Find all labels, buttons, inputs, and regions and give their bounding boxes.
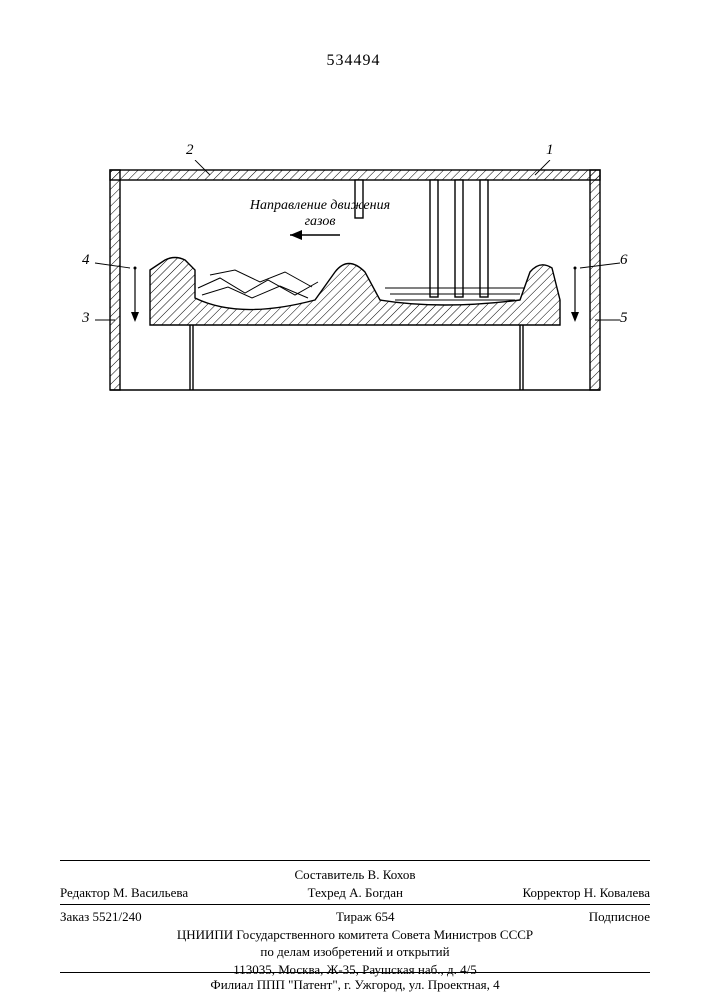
footer-rule-2 [60, 904, 650, 905]
footer-sub: Подписное [589, 908, 650, 926]
footer-order-row: Заказ 5521/240 Тираж 654 Подписное [60, 908, 650, 926]
patent-number: 534494 [0, 52, 707, 70]
callout-6: 6 [620, 252, 628, 269]
footer-compiler: Составитель В. Кохов [294, 866, 415, 884]
footer-editor: Редактор М. Васильева [60, 884, 188, 902]
footer-tirazh: Тираж 654 [336, 908, 395, 926]
footer-rule-1 [60, 860, 650, 861]
footer-order: Заказ 5521/240 [60, 908, 142, 926]
callout-5: 5 [620, 310, 628, 327]
footer-org: ЦНИИПИ Государственного комитета Совета … [60, 926, 650, 944]
caption-line2: газов [305, 214, 336, 229]
footer-credits-row: Редактор М. Васильева Техред А. Богдан К… [60, 884, 650, 902]
footer-org2: по делам изобретений и открытий [60, 943, 650, 961]
footer-compiler-row: Составитель В. Кохов [60, 866, 650, 884]
footer-order-block: Заказ 5521/240 Тираж 654 Подписное ЦНИИП… [60, 908, 650, 978]
footer-rule-3 [60, 972, 650, 973]
callout-1: 1 [546, 142, 554, 159]
callout-2: 2 [186, 142, 194, 159]
callout-3: 3 [82, 310, 90, 327]
caption-line1: Направление движения [250, 198, 390, 213]
patent-page: 534494 [0, 0, 707, 1000]
footer-branch: Филиал ППП "Патент", г. Ужгород, ул. Про… [60, 976, 650, 994]
callout-4: 4 [82, 252, 90, 269]
footer-corrector: Корректор Н. Ковалева [523, 884, 650, 902]
footer-block: Составитель В. Кохов Редактор М. Василье… [60, 866, 650, 901]
gas-direction-caption: Направление движения газов [230, 198, 410, 230]
footer-techred: Техред А. Богдан [308, 884, 403, 902]
furnace-diagram: Направление движения газов 1 2 3 4 5 6 [80, 160, 630, 440]
